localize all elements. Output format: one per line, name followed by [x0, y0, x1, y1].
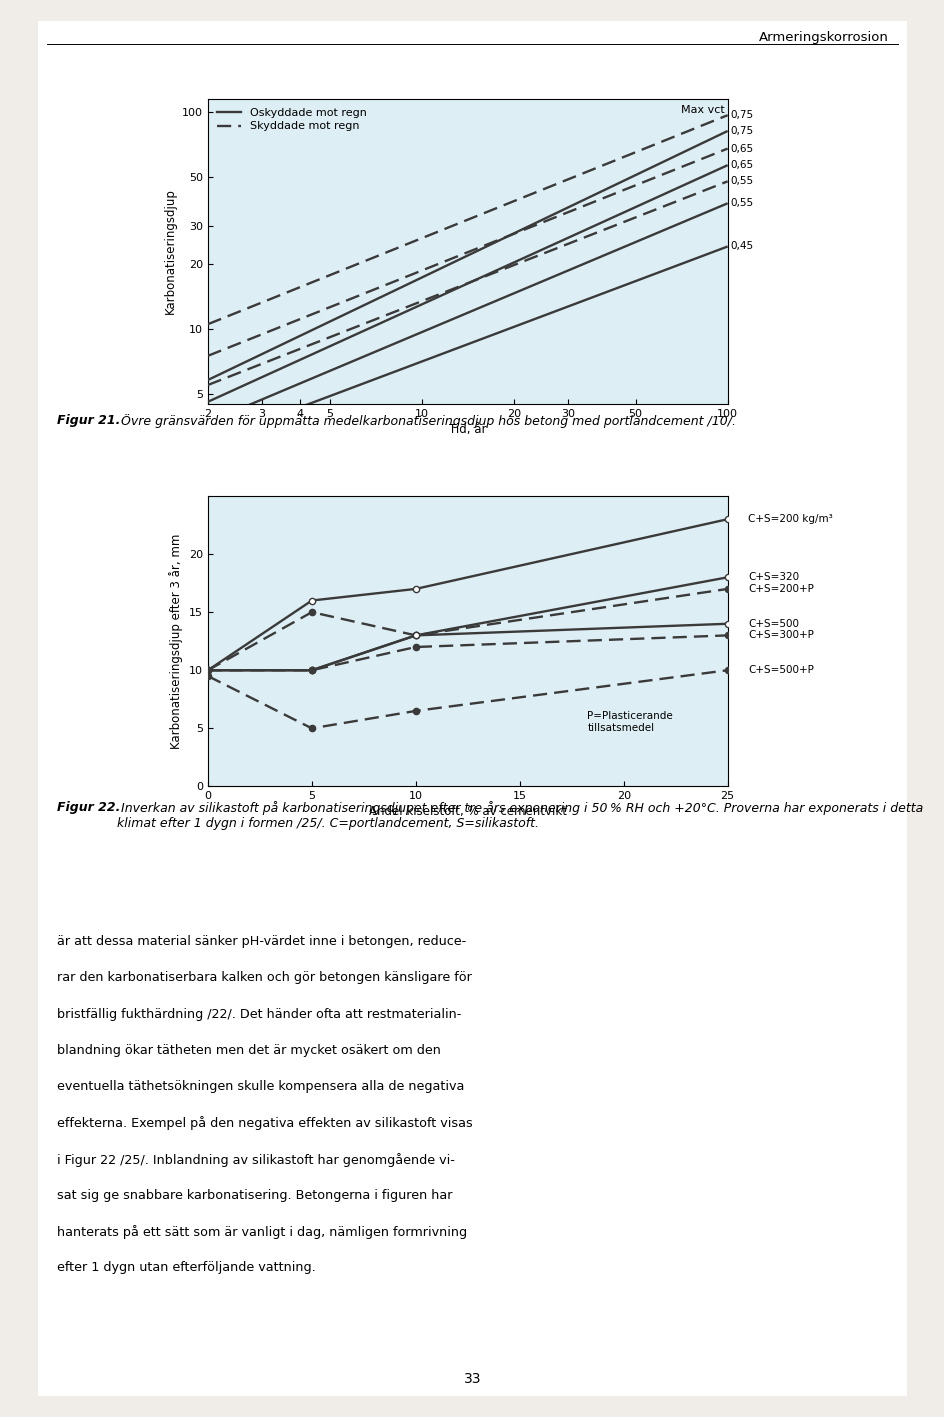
Text: C+S=200 kg/m³: C+S=200 kg/m³ [748, 514, 833, 524]
Text: C+S=200+P: C+S=200+P [748, 584, 814, 594]
Text: 0,55: 0,55 [730, 176, 752, 186]
Text: C+S=500+P: C+S=500+P [748, 665, 814, 676]
Text: 0,45: 0,45 [730, 241, 752, 251]
Text: C+S=300+P: C+S=300+P [748, 631, 814, 640]
Text: eventuella täthetsökningen skulle kompensera alla de negativa: eventuella täthetsökningen skulle kompen… [57, 1080, 464, 1093]
Text: Övre gränsvärden för uppmätta medelkarbonatiseringsdjup hos betong med portlandc: Övre gränsvärden för uppmätta medelkarbo… [116, 414, 734, 428]
Text: är att dessa material sänker pH-värdet inne i betongen, reduce-: är att dessa material sänker pH-värdet i… [57, 935, 465, 948]
Text: bristfällig fukthärdning /22/. Det händer ofta att restmaterialin-: bristfällig fukthärdning /22/. Det hände… [57, 1007, 461, 1020]
Text: rar den karbonatiserbara kalken och gör betongen känsligare för: rar den karbonatiserbara kalken och gör … [57, 972, 471, 985]
Text: Figur 22.: Figur 22. [57, 801, 120, 813]
Text: sat sig ge snabbare karbonatisering. Betongerna i figuren har: sat sig ge snabbare karbonatisering. Bet… [57, 1189, 452, 1202]
Y-axis label: Karbonatiseringsdjup efter 3 år, mm: Karbonatiseringsdjup efter 3 år, mm [169, 534, 183, 748]
Text: 0,65: 0,65 [730, 160, 752, 170]
Legend: Oskyddade mot regn, Skyddade mot regn: Oskyddade mot regn, Skyddade mot regn [213, 105, 370, 135]
Text: hanterats på ett sätt som är vanligt i dag, nämligen formrivning: hanterats på ett sätt som är vanligt i d… [57, 1226, 466, 1238]
Text: C+S=500: C+S=500 [748, 619, 799, 629]
Text: Armeringskorrosion: Armeringskorrosion [758, 31, 887, 44]
Text: C+S=320: C+S=320 [748, 572, 799, 582]
Text: blandning ökar tätheten men det är mycket osäkert om den: blandning ökar tätheten men det är mycke… [57, 1044, 440, 1057]
Text: Inverkan av silikastoft på karbonatiseringsdjupet efter tre års exponering i 50 : Inverkan av silikastoft på karbonatiseri… [116, 801, 922, 829]
Text: 0,75: 0,75 [730, 111, 752, 120]
Text: Figur 21.: Figur 21. [57, 414, 120, 427]
X-axis label: Andel kiselstoft, % av cementvikt: Andel kiselstoft, % av cementvikt [368, 805, 566, 819]
Text: 0,55: 0,55 [730, 198, 752, 208]
X-axis label: Tid, år: Tid, år [448, 422, 486, 436]
Text: i Figur 22 /25/. Inblandning av silikastoft har genomgående vi-: i Figur 22 /25/. Inblandning av silikast… [57, 1152, 454, 1166]
Text: 33: 33 [464, 1372, 480, 1386]
Text: efter 1 dygn utan efterföljande vattning.: efter 1 dygn utan efterföljande vattning… [57, 1261, 315, 1274]
Text: Max vct: Max vct [681, 105, 724, 115]
Y-axis label: Karbonatiseringsdjup: Karbonatiseringsdjup [163, 188, 177, 315]
Text: P=Plasticerande
tillsatsmedel: P=Plasticerande tillsatsmedel [587, 711, 672, 733]
Text: 0,75: 0,75 [730, 126, 752, 136]
Text: 0,65: 0,65 [730, 143, 752, 153]
Text: effekterna. Exempel på den negativa effekten av silikastoft visas: effekterna. Exempel på den negativa effe… [57, 1117, 472, 1131]
